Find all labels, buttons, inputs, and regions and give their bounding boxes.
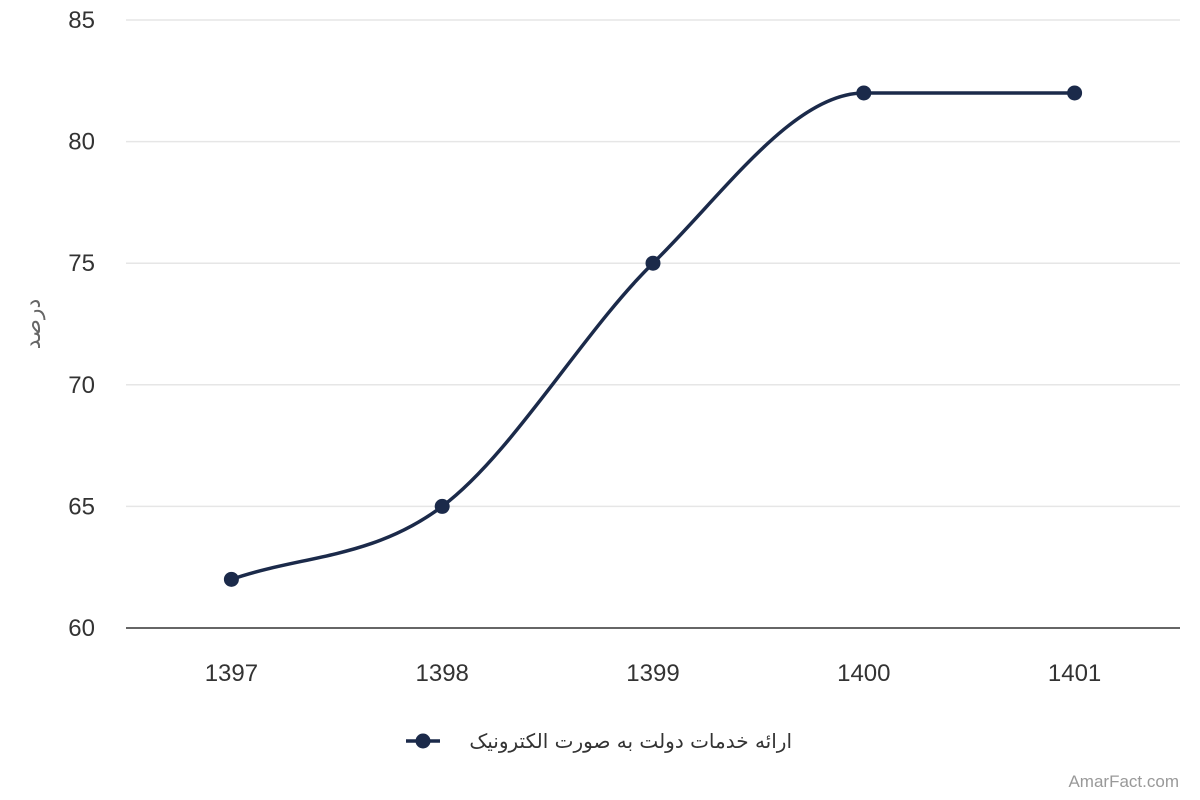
y-axis-ticks: 60 65 70 75 80 85 xyxy=(68,7,95,642)
data-point[interactable] xyxy=(223,571,239,587)
y-axis-title: درصد xyxy=(21,299,46,350)
x-tick-label: 1400 xyxy=(837,660,890,687)
y-tick-label: 75 xyxy=(68,250,95,277)
legend-marker-icon xyxy=(415,733,431,749)
legend-label: ارائه خدمات دولت به صورت الکترونیک xyxy=(469,729,792,753)
data-point[interactable] xyxy=(856,85,872,101)
y-tick-label: 80 xyxy=(68,129,95,156)
data-point[interactable] xyxy=(645,255,661,271)
credit-link[interactable]: AmarFact.com xyxy=(1068,772,1179,791)
x-tick-label: 1397 xyxy=(205,660,258,687)
x-axis-ticks: 1397 1398 1399 1400 1401 xyxy=(205,660,1102,687)
legend[interactable]: ارائه خدمات دولت به صورت الکترونیک xyxy=(406,729,792,753)
y-tick-label: 85 xyxy=(68,7,95,34)
y-tick-label: 65 xyxy=(68,493,95,520)
x-tick-label: 1399 xyxy=(626,660,679,687)
data-point[interactable] xyxy=(434,498,450,514)
y-tick-label: 70 xyxy=(68,372,95,399)
y-tick-label: 60 xyxy=(68,615,95,642)
data-point[interactable] xyxy=(1067,85,1083,101)
x-tick-label: 1401 xyxy=(1048,660,1101,687)
series-group xyxy=(223,85,1083,587)
x-tick-label: 1398 xyxy=(416,660,469,687)
